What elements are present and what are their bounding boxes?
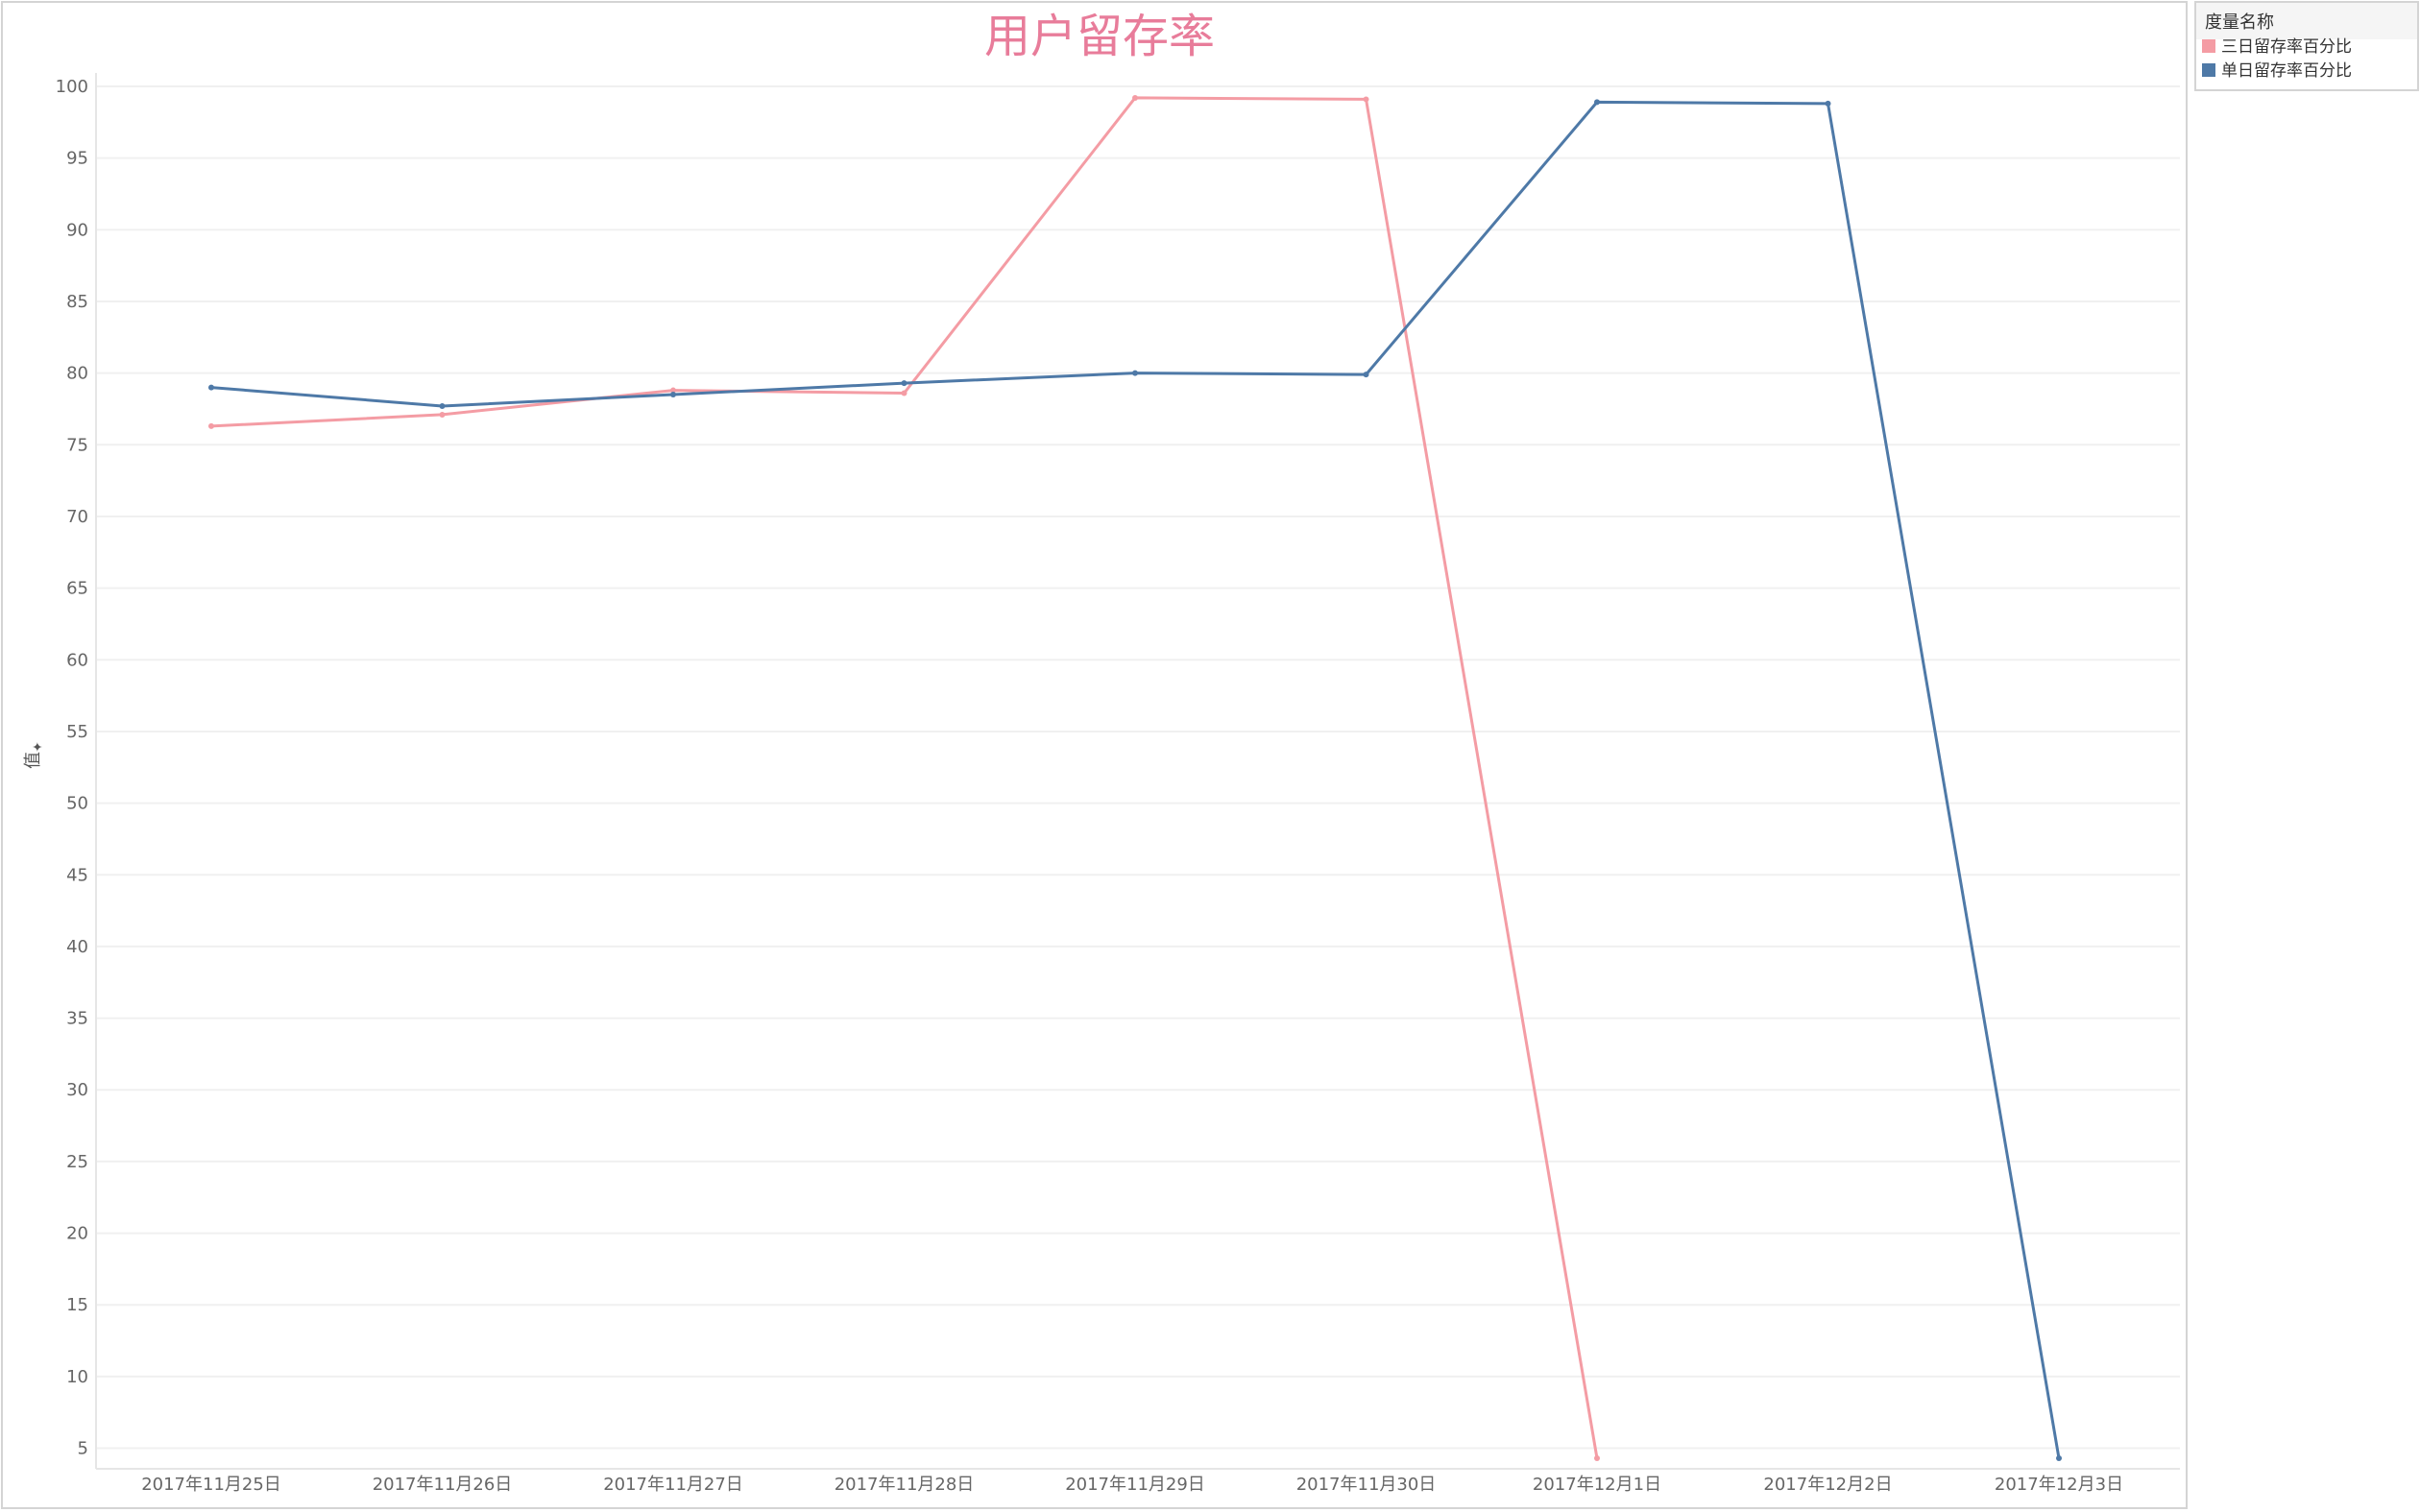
series-0-point-6[interactable] (1594, 1455, 1600, 1461)
y-tick-label-60: 60 (66, 650, 88, 670)
series-1-point-0[interactable] (208, 384, 214, 391)
y-tick-label-40: 40 (66, 937, 88, 957)
legend-title: 度量名称 (2205, 12, 2274, 33)
x-tick-label-1: 2017年11月26日 (373, 1475, 513, 1495)
series-1-point-7[interactable] (1825, 100, 1831, 107)
x-tick-label-6: 2017年12月1日 (1533, 1475, 1661, 1495)
legend-swatch-0 (2202, 39, 2215, 53)
y-tick-label-55: 55 (66, 722, 88, 742)
series-1-point-8[interactable] (2056, 1455, 2062, 1461)
x-tick-label-8: 2017年12月3日 (1995, 1475, 2123, 1495)
x-tick-label-3: 2017年11月28日 (835, 1475, 975, 1495)
y-tick-label-25: 25 (66, 1152, 88, 1172)
series-1-point-5[interactable] (1363, 372, 1369, 378)
y-tick-label-75: 75 (66, 435, 88, 455)
y-tick-label-30: 30 (66, 1080, 88, 1100)
x-tick-label-0: 2017年11月25日 (141, 1475, 281, 1495)
series-0-point-0[interactable] (208, 422, 214, 429)
worksheet-border (1, 1, 2188, 1509)
series-line-1[interactable] (209, 100, 2061, 1460)
series-0-point-5[interactable] (1363, 96, 1369, 103)
y-tick-layer: 5 10 15 20 25 30 35 40 45 50 55 60 65 70 75 80 85 90 95 100 (56, 77, 88, 1459)
y-tick-label-90: 90 (66, 220, 88, 240)
chart-title: 用户留存率 (984, 10, 1215, 63)
sort-icon[interactable]: ✦ (31, 741, 46, 753)
series-1-point-4[interactable] (1132, 370, 1138, 376)
y-axis-title: 值 (23, 752, 43, 769)
y-tick-label-50: 50 (66, 794, 88, 814)
series-1-point-3[interactable] (901, 380, 908, 387)
series-layer (208, 94, 2062, 1461)
y-tick-label-70: 70 (66, 507, 88, 527)
x-tick-label-5: 2017年11月30日 (1296, 1475, 1437, 1495)
y-tick-label-15: 15 (66, 1295, 88, 1315)
series-0-point-4[interactable] (1132, 94, 1138, 101)
y-axis-title-group: 值 (23, 752, 43, 769)
y-tick-label-65: 65 (66, 579, 88, 599)
y-tick-label-100: 100 (56, 77, 88, 97)
y-tick-label-35: 35 (66, 1009, 88, 1029)
series-1-point-2[interactable] (670, 392, 676, 398)
y-tick-label-5: 5 (78, 1439, 88, 1459)
series-0-point-2[interactable] (670, 387, 676, 394)
y-tick-label-20: 20 (66, 1224, 88, 1244)
y-tick-label-80: 80 (66, 364, 88, 384)
legend-label-1[interactable]: 单日留存率百分比 (2221, 61, 2352, 81)
x-tick-label-7: 2017年12月2日 (1763, 1475, 1892, 1495)
series-1-point-6[interactable] (1594, 99, 1600, 106)
legend-label-0[interactable]: 三日留存率百分比 (2221, 37, 2352, 57)
series-1-point-1[interactable] (439, 402, 446, 409)
grid-layer (95, 73, 2180, 1470)
series-0-point-3[interactable] (901, 390, 908, 396)
y-tick-label-95: 95 (66, 149, 88, 169)
x-tick-label-4: 2017年11月29日 (1065, 1475, 1205, 1495)
x-tick-layer: 2017年11月25日 2017年11月26日 2017年11月27日 2017年11… (141, 1475, 2123, 1495)
y-tick-label-45: 45 (66, 865, 88, 885)
y-tick-label-10: 10 (66, 1367, 88, 1387)
series-0-point-1[interactable] (439, 411, 446, 418)
x-tick-label-2: 2017年11月27日 (603, 1475, 743, 1495)
legend-swatch-1 (2202, 63, 2215, 77)
y-tick-label-85: 85 (66, 292, 88, 312)
legend-header-bg (2196, 3, 2417, 39)
